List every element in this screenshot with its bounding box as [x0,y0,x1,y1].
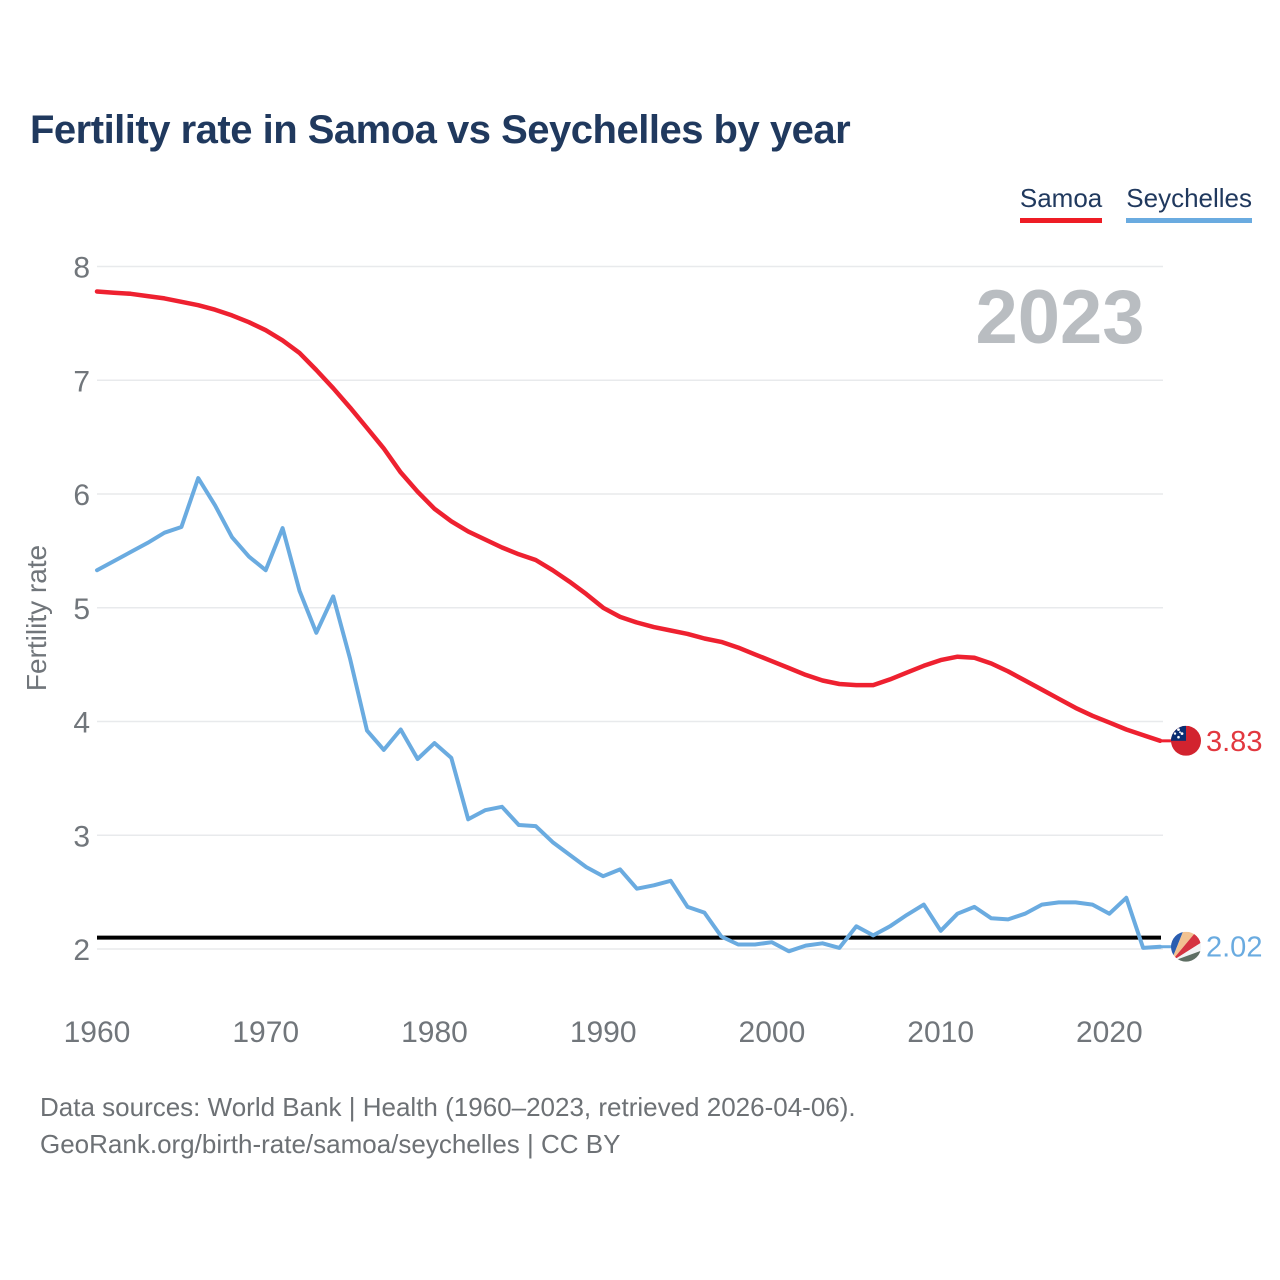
x-tick-label: 2010 [907,1016,974,1049]
gridlines [97,265,1163,950]
samoa-end-value-label: 3.83 [1206,726,1262,758]
y-axis-title: Fertility rate [21,545,52,691]
x-tick-label: 1960 [64,1016,131,1049]
x-tick-label: 1980 [401,1016,468,1049]
seychelles-flag-bands [1171,931,1201,962]
y-tick-label: 7 [73,365,90,398]
y-tick-label: 5 [73,593,90,626]
y-tick-label: 8 [73,252,90,285]
legend-item-samoa[interactable]: Samoa [1019,183,1103,223]
y-axis-tick-labels: 2 3 4 5 6 7 8 [73,252,90,968]
legend-item-seychelles[interactable]: Seychelles [1126,183,1252,223]
samoa-flag-stars [1173,728,1184,739]
x-tick-label: 1970 [232,1016,299,1049]
y-tick-label: 3 [73,820,90,853]
data-source-footer: Data sources: World Bank | Health (1960–… [40,1089,856,1163]
seychelles-end-value-label: 2.02 [1206,932,1262,964]
seychelles-series-line[interactable] [95,476,1162,954]
y-tick-label: 4 [73,707,90,740]
x-axis-tick-labels: 1960 1970 1980 1990 2000 2010 2020 [64,1016,1143,1049]
legend: Samoa Seychelles [1019,183,1252,223]
samoa-series-line[interactable] [94,289,1163,744]
x-tick-label: 1990 [570,1016,637,1049]
x-tick-label: 2000 [739,1016,806,1049]
page-title: Fertility rate in Samoa vs Seychelles by… [30,108,851,152]
footer-attribution-line: GeoRank.org/birth-rate/samoa/seychelles … [40,1129,621,1159]
y-tick-label: 6 [73,479,90,512]
year-watermark: 2023 [975,275,1144,360]
y-tick-label: 2 [73,934,90,967]
footer-sources-line: Data sources: World Bank | Health (1960–… [40,1092,856,1122]
samoa-flag-marker[interactable] [1171,725,1201,756]
seychelles-flag-marker[interactable] [1171,931,1201,962]
samoa-flag-canton [1171,725,1186,741]
x-tick-label: 2020 [1076,1016,1143,1049]
